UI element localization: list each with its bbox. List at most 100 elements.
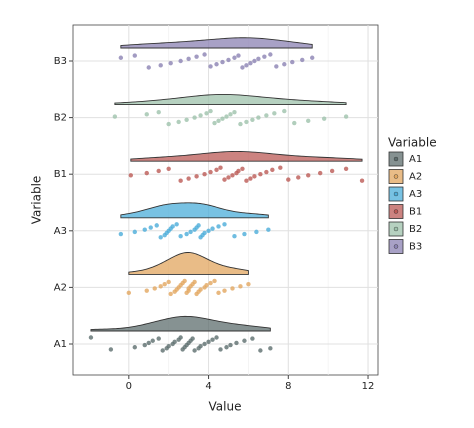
point — [214, 335, 219, 340]
point — [238, 284, 243, 289]
point — [108, 347, 114, 352]
point — [242, 338, 247, 343]
density — [90, 315, 271, 332]
point — [248, 176, 253, 181]
point — [202, 230, 207, 236]
point — [178, 178, 183, 183]
point — [182, 278, 187, 284]
legend-dot — [393, 174, 399, 179]
point — [272, 111, 277, 116]
point — [292, 120, 297, 126]
density — [120, 37, 313, 49]
legend-label: A3 — [409, 189, 422, 200]
point — [192, 279, 197, 285]
point — [142, 342, 147, 348]
point — [238, 121, 243, 127]
y-tick-label: A3 — [54, 226, 67, 237]
point — [210, 226, 215, 231]
point — [226, 57, 231, 63]
legend-label: B3 — [409, 242, 422, 253]
point — [222, 288, 227, 293]
density — [130, 151, 363, 162]
point — [296, 175, 301, 180]
x-tick-label: 0 — [126, 381, 132, 392]
point — [306, 118, 311, 124]
point — [232, 109, 237, 115]
point — [266, 227, 271, 232]
point — [152, 286, 157, 291]
point — [158, 284, 163, 289]
point — [254, 229, 259, 235]
x-tick-label: 8 — [285, 381, 291, 392]
point — [216, 224, 221, 229]
legend-dot — [393, 209, 399, 214]
point — [256, 56, 261, 62]
point — [168, 291, 173, 297]
point — [218, 165, 223, 170]
point — [126, 290, 132, 296]
point — [262, 54, 267, 59]
point — [222, 177, 227, 182]
point — [268, 346, 273, 351]
legend-dot — [393, 244, 399, 249]
point — [198, 343, 203, 349]
point — [184, 117, 189, 122]
point — [250, 117, 255, 122]
point — [202, 341, 207, 347]
point — [214, 62, 219, 67]
point — [192, 348, 197, 353]
point — [166, 343, 171, 349]
point — [282, 62, 287, 67]
point — [178, 234, 183, 239]
point — [198, 287, 203, 292]
point — [178, 335, 183, 340]
point — [188, 229, 193, 235]
point — [222, 222, 227, 227]
point — [212, 278, 217, 284]
point — [148, 225, 153, 230]
point — [142, 227, 147, 232]
point — [252, 174, 257, 179]
point — [202, 52, 207, 57]
y-tick-label: B3 — [54, 56, 67, 67]
legend-label: B1 — [409, 207, 422, 218]
point — [146, 340, 151, 346]
point — [216, 290, 221, 296]
legend-dot — [393, 226, 399, 232]
point — [258, 348, 263, 353]
point — [230, 286, 235, 291]
point — [359, 178, 365, 183]
point — [270, 167, 275, 173]
point — [160, 348, 165, 353]
point — [218, 347, 223, 352]
point — [88, 335, 94, 340]
point — [258, 172, 263, 177]
point — [194, 54, 199, 59]
point — [232, 234, 237, 239]
point — [244, 119, 249, 125]
point — [144, 112, 149, 117]
point — [196, 223, 201, 228]
point — [230, 173, 235, 178]
legend-label: A1 — [409, 154, 422, 165]
x-tick-label: 4 — [205, 381, 211, 392]
point — [202, 172, 207, 177]
y-tick-label: B2 — [54, 113, 67, 124]
point — [274, 64, 279, 69]
point — [306, 173, 311, 178]
point — [132, 53, 137, 58]
point — [174, 222, 179, 227]
point — [166, 279, 171, 285]
point — [343, 114, 349, 119]
point — [232, 55, 237, 60]
point — [321, 116, 327, 121]
legend-label: A2 — [409, 172, 422, 183]
point — [214, 167, 219, 173]
point — [236, 53, 241, 58]
point — [208, 280, 213, 286]
legend-dot — [393, 191, 399, 197]
point — [208, 169, 213, 175]
point — [156, 336, 161, 341]
point — [176, 119, 181, 125]
